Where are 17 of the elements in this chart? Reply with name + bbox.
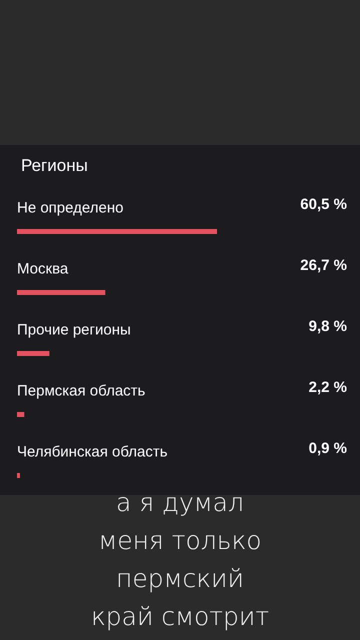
data-label: 9,8 % xyxy=(308,318,347,335)
data-label: 0,9 % xyxy=(308,440,347,457)
bar xyxy=(17,412,24,417)
y-tick-label: Челябинская область xyxy=(17,444,168,460)
data-label: 60,5 % xyxy=(300,196,347,213)
text: а я думал меня только пермский край смотрит xyxy=(90,487,270,633)
y-tick-label: Не определено xyxy=(17,200,124,216)
y-tick-label: Пермская область xyxy=(17,382,146,400)
data-label: 2,2 % xyxy=(308,379,347,396)
y-tick-label: Москва xyxy=(17,260,69,278)
bar xyxy=(17,229,217,234)
y-tick-label: Прочие регионы xyxy=(17,322,131,338)
chart-title: Регионы xyxy=(21,156,88,175)
bar xyxy=(17,290,106,295)
bar xyxy=(17,473,20,478)
data-label: 26,7 % xyxy=(300,257,347,274)
bar xyxy=(17,351,50,356)
